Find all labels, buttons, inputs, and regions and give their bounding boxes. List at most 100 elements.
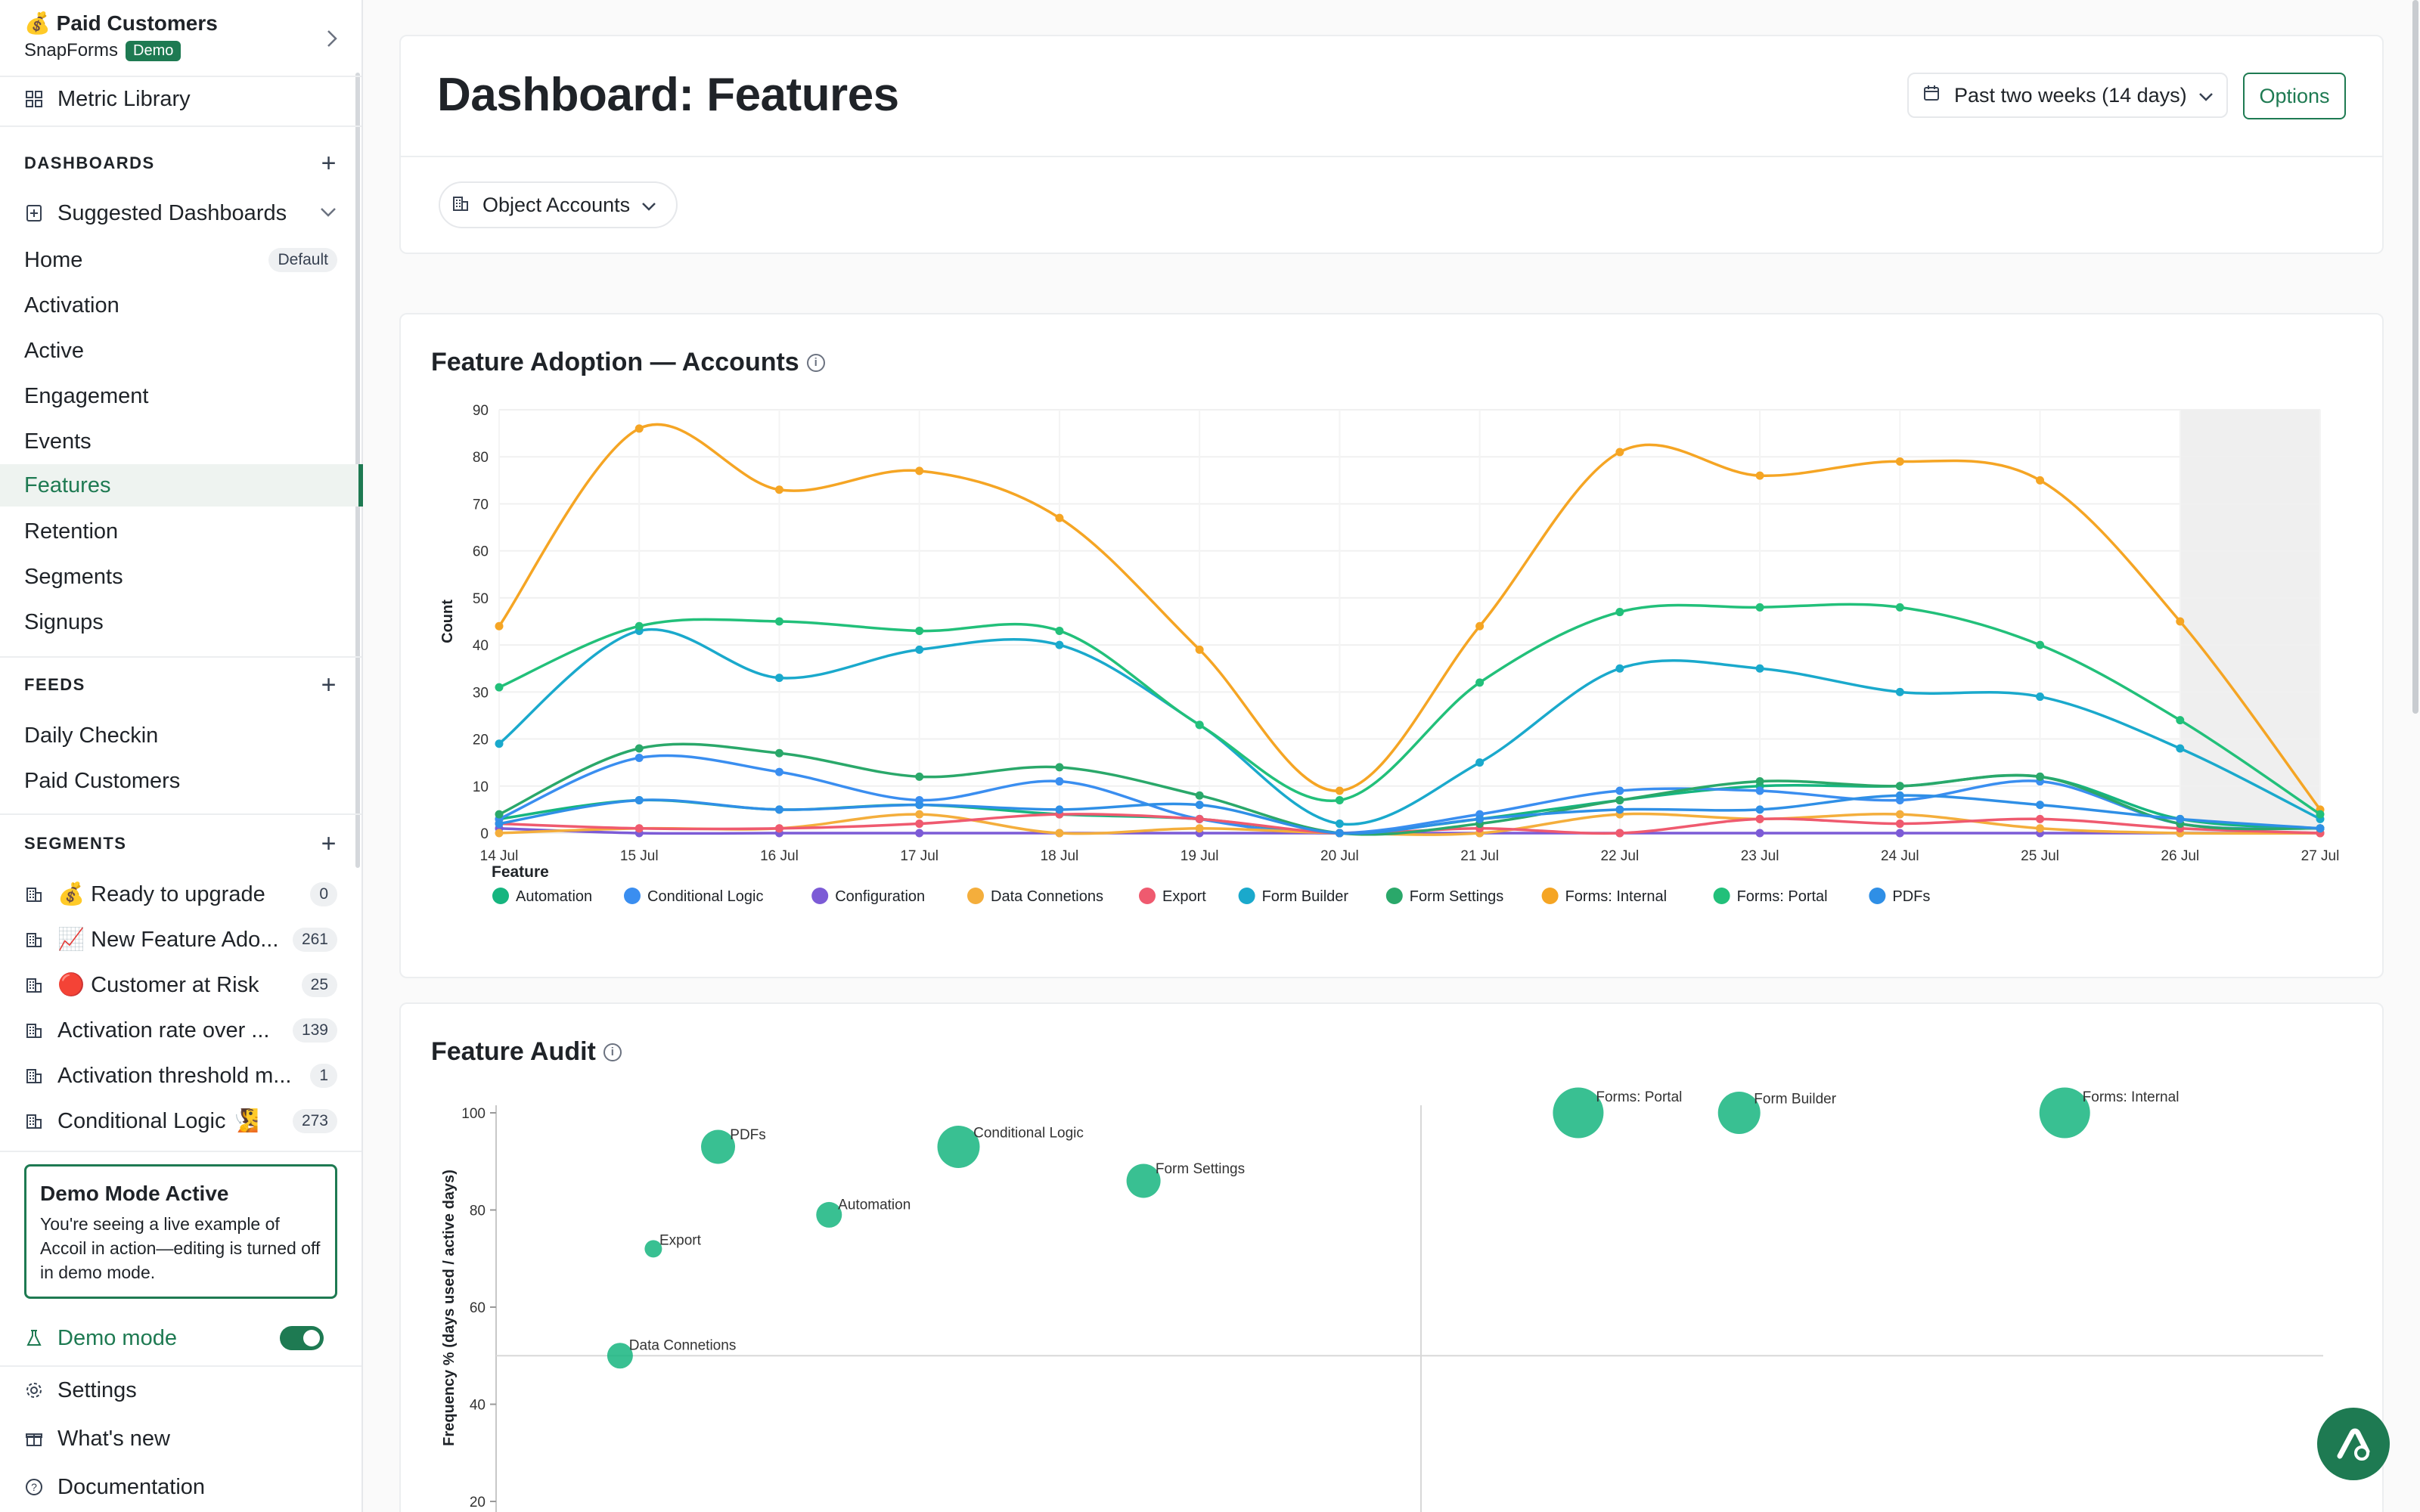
divider [0, 76, 361, 77]
bubble [607, 1343, 633, 1369]
data-point [495, 810, 504, 819]
sidebar-item-feed[interactable]: Paid Customers [24, 763, 337, 799]
data-point [774, 748, 783, 758]
sidebar-item-label: Retention [24, 519, 119, 544]
sidebar-item-segment[interactable]: Conditional Logic 🧏 273 [24, 1103, 337, 1139]
sidebar-item-signups[interactable]: Signups [24, 604, 337, 640]
series-line-forms-portal [498, 603, 2321, 816]
data-point [915, 801, 924, 810]
sidebar-item-label: Documentation [57, 1474, 206, 1499]
legend-swatch [967, 888, 984, 904]
bubble-label: Form Builder [1754, 1091, 1836, 1107]
gear-icon [24, 1380, 44, 1400]
data-point [2036, 801, 2045, 810]
add-dashboard-icon[interactable]: + [321, 148, 337, 178]
divider [0, 656, 361, 658]
sidebar: 💰 Paid Customers SnapForms Demo Metric L… [0, 0, 363, 1512]
data-point [915, 810, 924, 819]
data-point [1475, 758, 1485, 767]
sidebar-item-label: Signups [24, 609, 104, 634]
divider [0, 125, 361, 127]
sidebar-item-segment[interactable]: 🔴 Customer at Risk 25 [24, 967, 337, 1003]
page-scrollbar[interactable] [2412, 0, 2418, 714]
sidebar-item-engagement[interactable]: Engagement [24, 378, 337, 414]
sidebar-item-segment[interactable]: Activation threshold m... 1 [24, 1058, 337, 1094]
sidebar-item-segment[interactable]: 💰 Ready to upgrade 0 [24, 876, 337, 912]
data-point [2176, 744, 2185, 753]
data-point [915, 772, 924, 781]
incomplete-period-shade [2180, 410, 2320, 833]
sidebar-item-label: Events [24, 429, 92, 454]
data-point [1055, 829, 1064, 838]
sidebar-item-segment[interactable]: Activation rate over ... 139 [24, 1012, 337, 1049]
data-point [634, 744, 644, 753]
count-badge: 273 [292, 1109, 337, 1133]
sidebar-item-home[interactable]: Home Default [24, 242, 337, 278]
sidebar-item-feed[interactable]: Daily Checkin [24, 717, 337, 754]
chevron-down-icon [641, 194, 657, 217]
bubble [1717, 1092, 1761, 1134]
sidebar-item-activation[interactable]: Activation [24, 287, 337, 324]
info-icon[interactable]: i [806, 353, 825, 372]
flask-icon [24, 1328, 44, 1348]
data-point [1895, 810, 1904, 819]
sidebar-item-label: Engagement [24, 383, 149, 408]
grid-icon [24, 89, 44, 109]
y-tick-label: 70 [473, 497, 489, 513]
object-select[interactable]: Object Accounts [439, 181, 678, 228]
sidebar-item-label: 📈 New Feature Ado... [57, 928, 279, 952]
data-point [2176, 814, 2185, 823]
data-point [2036, 640, 2045, 649]
legend-label: Configuration [835, 888, 925, 905]
data-point [634, 795, 644, 804]
data-point [634, 824, 644, 833]
y-tick-label: 50 [473, 591, 489, 607]
object-select-label: Object Accounts [482, 193, 631, 216]
data-point [1055, 640, 1064, 649]
y-tick-label: 40 [473, 638, 489, 654]
data-point [774, 805, 783, 814]
demo-notice-text: You're seeing a live example of Accoil i… [40, 1214, 321, 1282]
demo-mode-row: Demo mode [24, 1320, 337, 1356]
sidebar-item-segments[interactable]: Segments [24, 559, 337, 595]
y-tick-label: 80 [473, 450, 489, 466]
sidebar-item-documentation[interactable]: ? Documentation [24, 1469, 337, 1505]
support-chat-button[interactable] [2317, 1408, 2390, 1480]
y-tick-label: 0 [480, 826, 489, 842]
sidebar-item-label: 💰 Ready to upgrade [57, 882, 265, 906]
sidebar-item-suggested-dashboards[interactable]: Suggested Dashboards [24, 195, 337, 231]
x-tick-label: 22 Jul [1600, 848, 1639, 864]
data-point [1615, 829, 1624, 838]
sidebar-item-features[interactable]: Features [0, 464, 363, 507]
series-line-export [498, 813, 2321, 835]
legend-swatch [492, 888, 509, 904]
add-segment-icon[interactable]: + [321, 829, 337, 858]
y-tick-label: 60 [473, 544, 489, 560]
feature-audit-card [399, 1002, 2384, 1512]
sidebar-item-whats-new[interactable]: What's new [24, 1421, 337, 1457]
sidebar-item-segment[interactable]: 📈 New Feature Ado... 261 [24, 922, 337, 958]
info-icon[interactable]: i [603, 1043, 622, 1061]
options-button[interactable]: Options [2243, 73, 2346, 119]
data-point [634, 424, 644, 433]
sidebar-item-retention[interactable]: Retention [24, 513, 337, 550]
data-point [1335, 820, 1344, 829]
sidebar-item-events[interactable]: Events [24, 423, 337, 460]
bubble [816, 1201, 842, 1228]
add-feed-icon[interactable]: + [321, 670, 337, 699]
data-point [1475, 678, 1485, 687]
bubble-label: Data Connetions [629, 1338, 737, 1354]
sidebar-item-label: Settings [57, 1377, 137, 1402]
demo-mode-toggle[interactable] [280, 1326, 324, 1350]
workspace-switcher[interactable]: 💰 Paid Customers SnapForms Demo [24, 11, 342, 70]
date-range-select[interactable]: Past two weeks (14 days) [1907, 73, 2228, 118]
data-point [774, 485, 783, 494]
y-tick-label: 80 [470, 1204, 486, 1219]
x-tick-label: 24 Jul [1881, 848, 1919, 864]
bubble-label: Conditional Logic [973, 1125, 1084, 1141]
sidebar-item-settings[interactable]: Settings [24, 1372, 337, 1408]
sidebar-item-active[interactable]: Active [24, 333, 337, 369]
sidebar-item-label: Conditional Logic 🧏 [57, 1109, 259, 1133]
sidebar-item-metric-library[interactable]: Metric Library [24, 81, 337, 117]
dashboard-icon [24, 203, 44, 223]
